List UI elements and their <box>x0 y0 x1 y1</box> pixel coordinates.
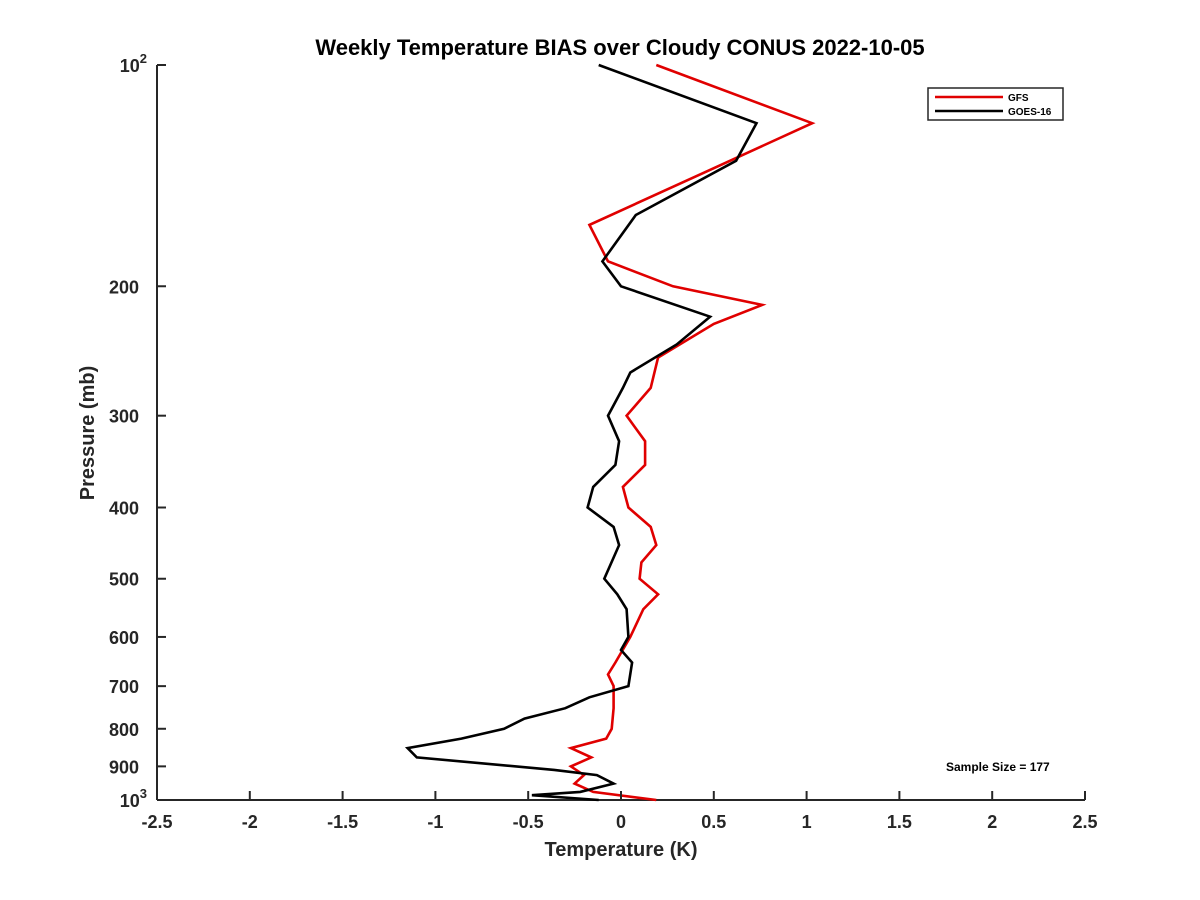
y-tick-label: 400 <box>109 499 139 519</box>
y-tick-label: 200 <box>109 277 139 297</box>
x-tick-label: 2 <box>987 812 997 832</box>
y-axis-label: Pressure (mb) <box>77 366 99 501</box>
y-tick-label: 600 <box>109 628 139 648</box>
x-tick-label: 2.5 <box>1072 812 1097 832</box>
legend-box <box>927 87 1064 121</box>
x-tick-label: 1.5 <box>887 812 912 832</box>
plot-area <box>156 65 1085 801</box>
legend-label-gfs: GFS <box>1008 93 1029 104</box>
x-tick-label: -2 <box>242 812 258 832</box>
y-tick-label: 300 <box>109 407 139 427</box>
x-tick-label: -1 <box>427 812 443 832</box>
y-tick-label: 900 <box>109 757 139 777</box>
series-line-gfs <box>567 63 816 802</box>
y-tick-label: 103 <box>120 786 147 811</box>
y-tick-label: 700 <box>109 677 139 697</box>
series-line-goes16 <box>404 63 759 802</box>
y-tick-label: 800 <box>109 720 139 740</box>
y-axis-ticks: 102 200 300 400 500 600 700 800 900 103 <box>109 51 166 811</box>
sample-size-annotation: Sample Size = 177 <box>946 760 1050 774</box>
x-tick-label: 0.5 <box>701 812 726 832</box>
x-tick-label: 0 <box>616 812 626 832</box>
legend-label-goes16: GOES-16 <box>1008 107 1052 118</box>
x-tick-label: -2.5 <box>141 812 172 832</box>
series-layer <box>404 63 816 802</box>
legend: GFS GOES-16 <box>927 87 1064 121</box>
chart-title: Weekly Temperature BIAS over Cloudy CONU… <box>315 35 924 60</box>
y-tick-label: 500 <box>109 570 139 590</box>
x-axis-ticks: -2.5 -2 -1.5 -1 -0.5 0 0.5 1 1.5 2 2.5 <box>141 791 1098 832</box>
x-tick-label: -1.5 <box>327 812 358 832</box>
x-tick-label: 1 <box>802 812 812 832</box>
x-axis-label: Temperature (K) <box>545 839 698 861</box>
y-tick-label: 102 <box>120 51 147 76</box>
x-tick-label: -0.5 <box>513 812 544 832</box>
